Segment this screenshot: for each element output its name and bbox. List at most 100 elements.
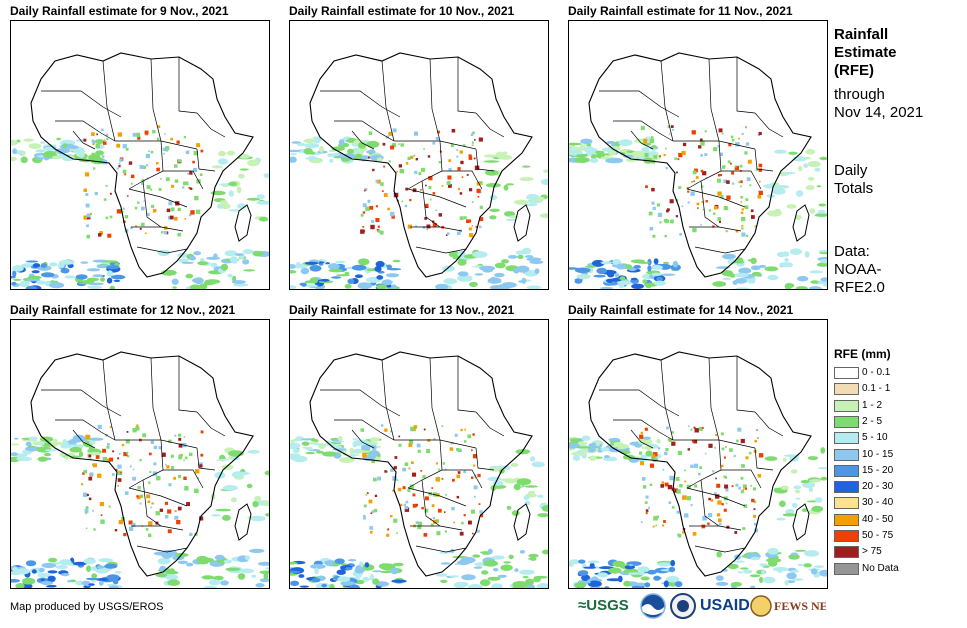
rainfall-cell [437,508,442,513]
rainfall-cell [687,448,690,451]
rainfall-cell [120,472,122,474]
rainfall-cell [472,554,481,558]
rainfall-cell [521,165,531,168]
rainfall-cell [35,149,46,153]
rainfall-cell [762,576,776,584]
rainfall-cell [59,259,75,265]
country-border [429,357,441,441]
rainfall-cell [798,165,803,172]
rainfall-cell [299,585,310,588]
rainfall-cell [123,533,127,537]
rainfall-cell [410,155,414,159]
rainfall-cell [20,152,26,156]
rainfall-cell [405,187,409,191]
rainfall-cell [168,439,172,444]
rainfall-cell [714,205,718,210]
rainfall-cell [692,227,697,233]
rainfall-cell [130,182,133,185]
country-border [457,356,477,413]
rainfall-cell [781,172,796,175]
rainfall-cell [47,575,56,582]
rainfall-cell [426,224,431,229]
rainfall-cell [699,138,703,142]
rainfall-cell [715,477,717,480]
rainfall-cell [125,491,129,495]
rainfall-cell [345,567,353,571]
rainfall-cell [459,216,464,220]
rainfall-cell [74,148,83,154]
country-border [163,469,204,489]
country-border [407,439,443,489]
rainfall-cell [183,436,186,438]
rainfall-cell [60,573,70,577]
rainfall-cell [93,463,97,468]
rainfall-cell [479,181,483,185]
rainfall-cell [45,449,57,452]
rainfall-cell [402,467,406,472]
rainfall-cell [95,578,110,581]
legend-swatch [834,415,859,428]
rainfall-cell [188,187,191,189]
rainfall-cell [726,525,730,529]
rainfall-cell [479,225,482,229]
rainfall-cell [158,446,162,450]
rainfall-cell [717,217,722,221]
rainfall-cell [200,557,214,563]
country-border [721,170,762,190]
rainfall-cell [103,139,106,141]
rainfall-cell [668,566,676,573]
rainfall-cell [81,580,91,586]
rainfall-cell [122,144,127,149]
rainfall-cell [170,207,175,212]
rainfall-cell [48,557,58,563]
rainfall-cell [707,522,710,525]
rainfall-cell [741,232,746,237]
rainfall-cell [428,176,433,181]
rainfall-cell [435,573,448,577]
rainfall-cell [170,137,173,141]
rainfall-cell [740,438,745,444]
rainfall-cell [475,225,478,228]
rainfall-cell [390,515,393,518]
map-credit: Map produced by USGS/EROS [10,601,164,613]
rainfall-cell [500,564,513,571]
legend-item: No Data [834,562,944,577]
rainfall-cell [473,157,476,160]
rainfall-cell [600,447,610,452]
rainfall-cell [510,463,519,467]
country-border [686,439,722,489]
country-border [55,419,116,441]
rainfall-cell [595,150,605,154]
rainfall-cell [239,168,249,171]
rainfall-cell [708,443,713,448]
legend-swatch [834,432,859,445]
rainfall-cell [21,568,28,574]
rainfall-cell [435,462,438,465]
rainfall-cell [797,563,804,567]
country-border [700,479,742,531]
rainfall-cell [367,454,377,460]
rainfall-cell [347,278,355,284]
rainfall-cell [666,426,669,430]
rainfall-cell [519,550,526,554]
rainfall-cell [347,148,354,155]
rainfall-cell [669,199,674,204]
rainfall-cell [743,504,748,508]
rainfall-cell [40,141,46,144]
rainfall-cell [142,433,147,438]
rainfall-cell [679,233,682,236]
country-border [442,469,483,489]
rainfall-cell [136,495,141,500]
rainfall-cell [153,462,157,466]
rainfall-cell [456,149,459,151]
rainfall-cell [819,251,827,255]
rainfall-cell [290,453,300,460]
rainfall-cell [166,465,170,469]
rainfall-cell [435,137,439,141]
rainfall-cell [721,464,724,468]
rainfall-cell [173,476,176,480]
rainfall-cell [151,502,154,505]
rainfall-cell [472,201,474,203]
rainfall-cell [88,497,92,501]
rainfall-cell [152,471,158,476]
